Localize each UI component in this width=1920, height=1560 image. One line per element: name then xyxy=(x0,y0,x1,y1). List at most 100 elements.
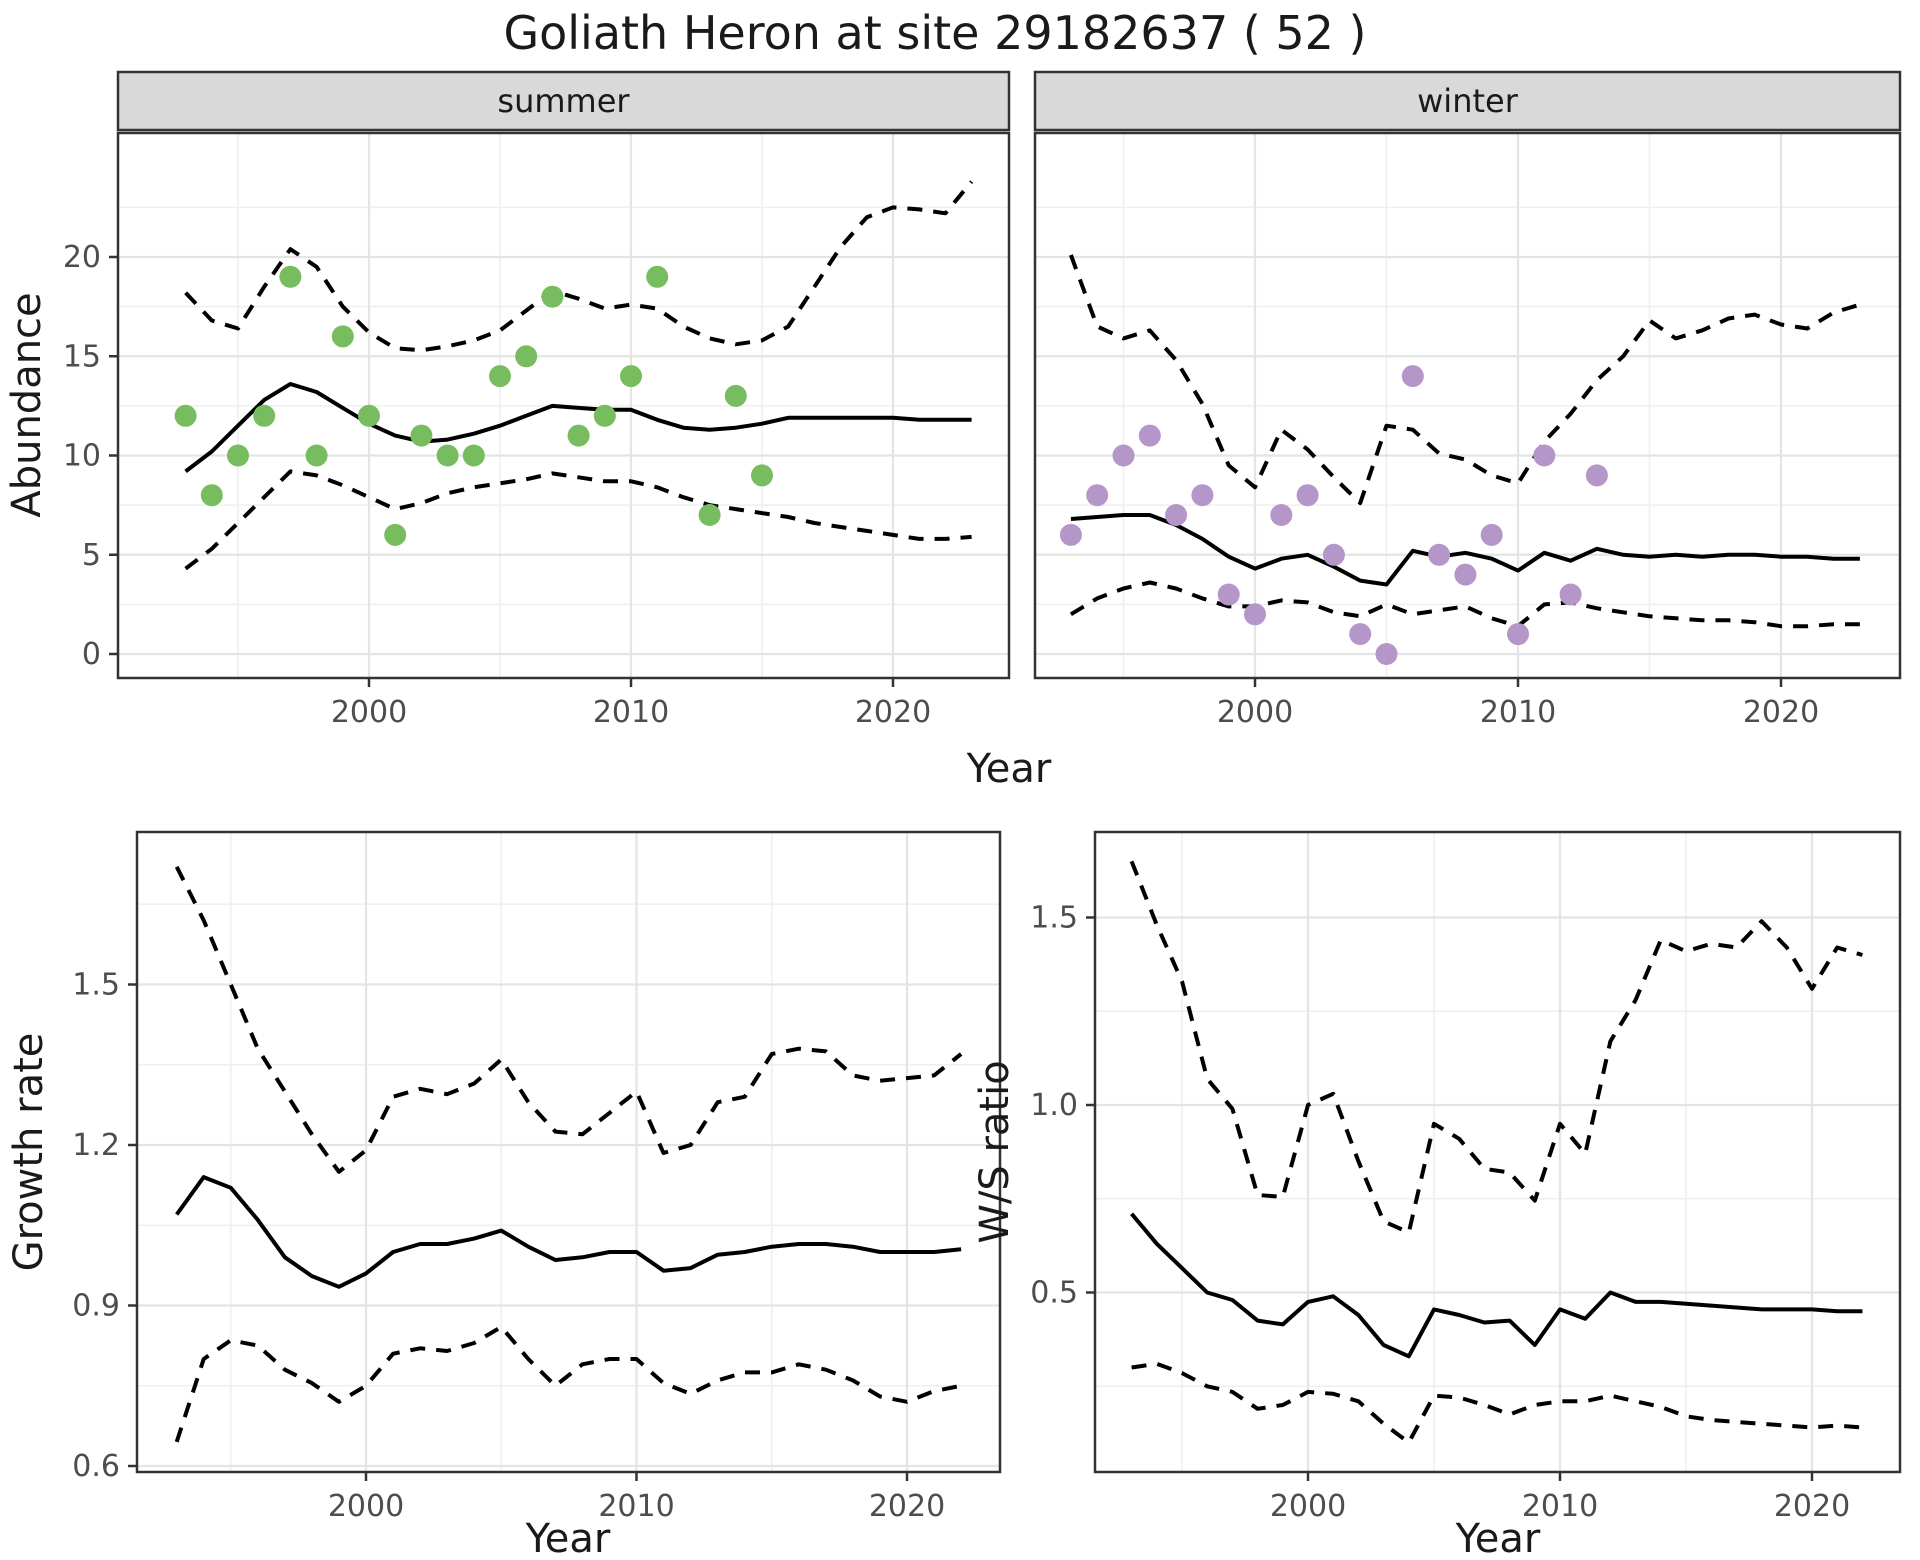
x-tick-label: 2010 xyxy=(598,1489,674,1524)
scatter-point xyxy=(1138,424,1161,447)
scatter-point xyxy=(1270,504,1293,526)
panel-border xyxy=(116,131,1011,680)
scatter-point xyxy=(698,504,721,526)
scatter-point xyxy=(305,444,328,467)
ci-lower-line xyxy=(174,1324,962,1443)
scatter-point xyxy=(331,325,354,348)
y-tick-label: 5 xyxy=(82,538,101,573)
y-tick-label: 1.2 xyxy=(72,1128,120,1163)
ci-lower-line xyxy=(184,469,972,571)
y-tick-label: 0 xyxy=(82,637,101,672)
scatter-point xyxy=(462,444,485,467)
x-tick-label: 2000 xyxy=(1270,1489,1346,1524)
scatter-point xyxy=(1322,543,1345,566)
x-axis-title: Year xyxy=(525,1516,611,1560)
scatter-point xyxy=(1454,563,1477,586)
y-tick-label: 20 xyxy=(63,240,101,275)
scatter-point xyxy=(253,404,276,427)
scatter-point xyxy=(1112,444,1135,467)
scatter-point xyxy=(1375,643,1398,665)
y-tick-label: 1.5 xyxy=(1030,901,1078,936)
scatter-point xyxy=(1349,623,1372,646)
scatter-point xyxy=(200,484,223,507)
panel-summer: 2000 2010 2020 0 5 10 15 20 summer Abundance xyxy=(4,70,1011,730)
x-tick-label: 2000 xyxy=(328,1489,404,1524)
facet-strip xyxy=(116,70,1011,132)
y-axis-title: W/S ratio xyxy=(972,1060,1018,1243)
scatter-points xyxy=(174,265,773,546)
y-tick-label: 0.9 xyxy=(72,1289,120,1324)
ci-upper-line xyxy=(1129,860,1863,1235)
scatter-point xyxy=(174,404,197,427)
x-tick-label: 2000 xyxy=(331,695,407,730)
panel-border xyxy=(135,830,1002,1474)
ci-upper-line xyxy=(174,865,963,1174)
x-tick-label: 2010 xyxy=(1480,695,1556,730)
y-tick-label: 1.0 xyxy=(1030,1088,1078,1123)
scatter-point xyxy=(1428,543,1451,566)
x-tick-label: 2010 xyxy=(1522,1489,1598,1524)
y-tick-label: 0.5 xyxy=(1030,1276,1078,1311)
x-tick-label: 2020 xyxy=(1774,1489,1850,1524)
grid-major xyxy=(1035,133,1900,678)
grid-minor xyxy=(1095,832,1900,1472)
y-tick-label: 10 xyxy=(63,439,101,474)
x-tick-label: 2020 xyxy=(855,695,931,730)
scatter-point xyxy=(724,384,747,407)
y-tick-label: 0.6 xyxy=(72,1449,120,1484)
grid-major xyxy=(1095,832,1900,1472)
grid-minor xyxy=(137,832,1000,1472)
scatter-point xyxy=(751,464,773,487)
scatter-point xyxy=(1059,523,1082,546)
scatter-point xyxy=(358,404,380,427)
scatter-point xyxy=(646,265,669,288)
panel-w-s-ratio: 2000 2010 2020 0.5 1.0 1.5 W/S ratio Year xyxy=(972,830,1902,1560)
scatter-point xyxy=(567,424,590,447)
x-axis-title-top: Year xyxy=(966,746,1052,792)
scatter-point xyxy=(279,265,302,288)
ci-lower-line xyxy=(1131,1361,1863,1445)
scatter-point xyxy=(1480,523,1503,546)
panel-border xyxy=(1093,830,1902,1474)
scatter-point xyxy=(1086,484,1109,507)
x-tick-label: 2000 xyxy=(1217,695,1293,730)
panel-winter: 2000 2010 2020 winter xyxy=(1033,70,1902,730)
scatter-point xyxy=(1559,583,1582,606)
scatter-point xyxy=(1401,365,1424,388)
x-tick-label: 2020 xyxy=(869,1489,945,1524)
scatter-point xyxy=(1165,504,1188,526)
scatter-point xyxy=(1533,444,1556,467)
panel-background xyxy=(1095,832,1900,1472)
ci-upper-line xyxy=(184,180,974,353)
mean-line xyxy=(1130,1212,1863,1359)
scatter-point xyxy=(1296,484,1319,507)
scatter-points xyxy=(1059,365,1608,665)
scatter-point xyxy=(1244,603,1266,626)
scatter-point xyxy=(620,365,642,388)
panel-background xyxy=(137,832,1000,1472)
mean-line xyxy=(175,1175,962,1289)
facet-strip-label: winter xyxy=(1417,82,1519,120)
x-tick-label: 2010 xyxy=(593,695,669,730)
scatter-point xyxy=(1217,583,1240,606)
scatter-point xyxy=(410,424,433,447)
scatter-point xyxy=(515,345,538,368)
scatter-point xyxy=(227,444,249,467)
scatter-point xyxy=(593,404,616,427)
panel-growth-rate: 2000 2010 2020 0.6 0.9 1.2 1.5 Growth rate Year xyxy=(6,830,1002,1560)
x-axis-title: Year xyxy=(1455,1516,1541,1560)
scatter-point xyxy=(1507,623,1529,646)
scatter-point xyxy=(1585,464,1608,487)
y-axis-title: Growth rate xyxy=(6,1033,52,1272)
y-tick-label: 1.5 xyxy=(72,968,120,1003)
ci-lower-line xyxy=(1069,580,1860,629)
panel-border xyxy=(1033,131,1902,680)
chart-title: Goliath Heron at site 29182637 ( 52 ) xyxy=(503,6,1367,60)
ci-upper-line xyxy=(1069,254,1861,506)
x-tick-label: 2020 xyxy=(1743,695,1819,730)
facet-strip-label: summer xyxy=(497,82,630,120)
scatter-point xyxy=(1191,484,1214,507)
y-axis-title: Abundance xyxy=(4,292,50,517)
grid-minor xyxy=(1035,133,1900,678)
